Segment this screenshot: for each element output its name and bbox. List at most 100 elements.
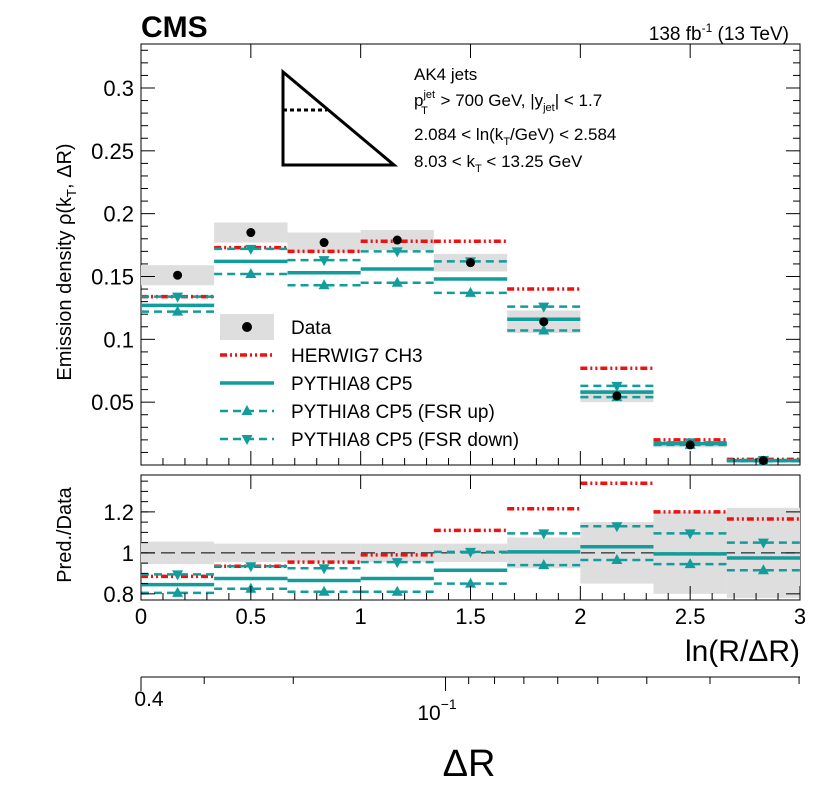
legend: Data HERWIG7 CH3 PYTHIA8 CP5 PYTHIA8 CP5…: [220, 314, 519, 451]
legend-data-marker: [242, 322, 252, 332]
fsr_down-ratio-marker: [757, 538, 769, 549]
top-y-label-end: , ΔR): [54, 143, 76, 189]
annotation-line1: AK4 jets: [414, 65, 477, 84]
y-cut-text: | < 1.7: [555, 91, 602, 110]
data-point: [612, 391, 622, 401]
x-tick-label: 2.5: [675, 604, 706, 629]
fsr_down-marker: [172, 292, 184, 303]
top-y-tick-label: 0.15: [91, 264, 134, 289]
legend-fsr-down-marker: [241, 435, 253, 445]
ratio-uncertainty-band: [141, 541, 215, 565]
data-point: [539, 317, 549, 327]
fsr_down-marker: [611, 381, 623, 392]
annotation-lnkt-range: 2.084 < ln(kT/GeV) < 2.584: [414, 125, 616, 148]
delta-r-axis-label: ΔR: [443, 743, 496, 785]
legend-item-data: Data: [220, 314, 332, 340]
x-axis-label: ln(R/ΔR): [685, 635, 800, 668]
lumi-unit-exponent: -1: [702, 21, 713, 35]
legend-fsr-down-label: PYTHIA8 CP5 (FSR down): [291, 430, 519, 451]
fsr_down-ratio-marker: [318, 564, 330, 575]
data-point: [466, 258, 475, 268]
fsr_down-ratio-marker: [172, 570, 184, 581]
pt-superscript: jet: [422, 89, 435, 101]
data-point: [685, 440, 695, 450]
fsr_up-ratio-marker: [611, 554, 623, 565]
top-y-axis-label: Emission density ρ(kT, ΔR): [54, 143, 79, 380]
data-point: [173, 270, 183, 280]
legend-item-herwig: HERWIG7 CH3: [220, 346, 423, 367]
cms-label: CMS: [141, 11, 208, 44]
ratio-panel: 0.8 1 1.2 0 0.5 1 1.5 2 2.5 3 Pred./Data ln(R/ΔR): [54, 474, 806, 668]
legend-herwig-label: HERWIG7 CH3: [291, 346, 423, 367]
fsr_up-ratio-marker: [538, 559, 550, 570]
ratio-y-tick-label: 1.2: [103, 500, 134, 525]
data-point: [319, 238, 329, 248]
ratio-y-axis-label: Pred./Data: [54, 486, 76, 582]
legend-data-label: Data: [291, 318, 332, 339]
top-y-tick-label: 0.2: [103, 202, 134, 227]
legend-fsr-up-label: PYTHIA8 CP5 (FSR up): [291, 402, 495, 423]
fsr_down-ratio-marker: [465, 547, 476, 558]
lumi-label: 138 fb-1 (13 TeV): [649, 21, 789, 45]
fsr_up-ratio-marker: [757, 564, 769, 575]
kt-prefix: 8.03 < k: [414, 152, 475, 171]
fsr_down-marker: [318, 256, 330, 267]
data-point: [392, 235, 402, 245]
legend-item-pythia: PYTHIA8 CP5: [220, 374, 412, 395]
fsr_up-marker: [245, 267, 257, 278]
lnkt-suffix: /GeV) < 2.584: [510, 125, 616, 144]
top-y-tick-label: 0.1: [103, 327, 134, 352]
top-y-label-subscript: T: [64, 189, 79, 197]
fsr_up-marker: [391, 276, 403, 287]
fsr_up-marker: [172, 305, 184, 316]
energy-value: (13 TeV): [712, 24, 789, 45]
legend-fsr-up-marker: [241, 405, 253, 415]
fsr_down-marker: [538, 302, 550, 313]
top-y-tick-label: 0.05: [91, 390, 134, 415]
x-tick-label: 2: [574, 604, 586, 629]
x-tick-label: 1: [355, 604, 367, 629]
fsr_down-ratio-marker: [538, 529, 550, 540]
ratio-uncertainty-band: [360, 543, 434, 563]
top-y-label-main: Emission density ρ(k: [54, 196, 76, 381]
top-y-tick-label: 0.25: [91, 139, 134, 164]
x-tick-label: 0: [135, 604, 147, 629]
pt-symbol: p: [414, 91, 423, 110]
delta-r-tick-exponent: −1: [441, 696, 457, 712]
ratio-y-tick-label: 1: [122, 541, 134, 566]
fsr_up-ratio-marker: [391, 585, 403, 596]
top-panel: 0.050.10.150.20.250.3 AK4 jets pjet T > 7…: [54, 43, 801, 466]
top-y-tick-label: 0.3: [103, 76, 134, 101]
legend-pythia-label: PYTHIA8 CP5: [291, 374, 412, 395]
lund-triangle-icon: [281, 68, 399, 167]
fsr_down-ratio-marker: [391, 558, 403, 569]
delta-r-tick-base: 10: [417, 702, 440, 725]
fsr_down-marker: [391, 247, 403, 258]
fsr_down-ratio-marker: [245, 562, 257, 573]
lumi-value: 138 fb: [649, 24, 702, 45]
x-tick-label: 3: [794, 604, 806, 629]
legend-item-fsr-up: PYTHIA8 CP5 (FSR up): [220, 402, 495, 423]
legend-item-fsr-down: PYTHIA8 CP5 (FSR down): [220, 430, 519, 451]
fsr_up-ratio-marker: [318, 585, 330, 596]
delta-r-tick-01: 10−1: [417, 696, 457, 725]
ratio-y-tick-label: 0.8: [103, 582, 134, 607]
delta-r-axis: 0.4 10−1 ΔR: [134, 676, 800, 785]
fsr_down-marker: [245, 244, 257, 255]
annotation-pt-cut: pjet T > 700 GeV, |yjet| < 1.7: [414, 89, 602, 117]
fsr_up-marker: [318, 279, 330, 290]
fsr_down-ratio-marker: [611, 522, 623, 533]
x-tick-label: 1.5: [455, 604, 486, 629]
fsr_up-marker: [538, 324, 550, 335]
y-subscript: jet: [542, 102, 555, 114]
lnkt-subscript: T: [503, 136, 510, 148]
data-point: [246, 228, 256, 238]
fsr_up-ratio-marker: [684, 558, 696, 569]
fsr_down-ratio-marker: [684, 529, 696, 540]
x-tick-label: 0.5: [236, 604, 267, 629]
fsr_up-marker: [465, 286, 476, 297]
pt-subscript: T: [421, 105, 428, 117]
pt-cut-text: > 700 GeV, |y: [436, 91, 544, 110]
annotation-kt-range: 8.03 < kT < 13.25 GeV: [414, 152, 583, 175]
